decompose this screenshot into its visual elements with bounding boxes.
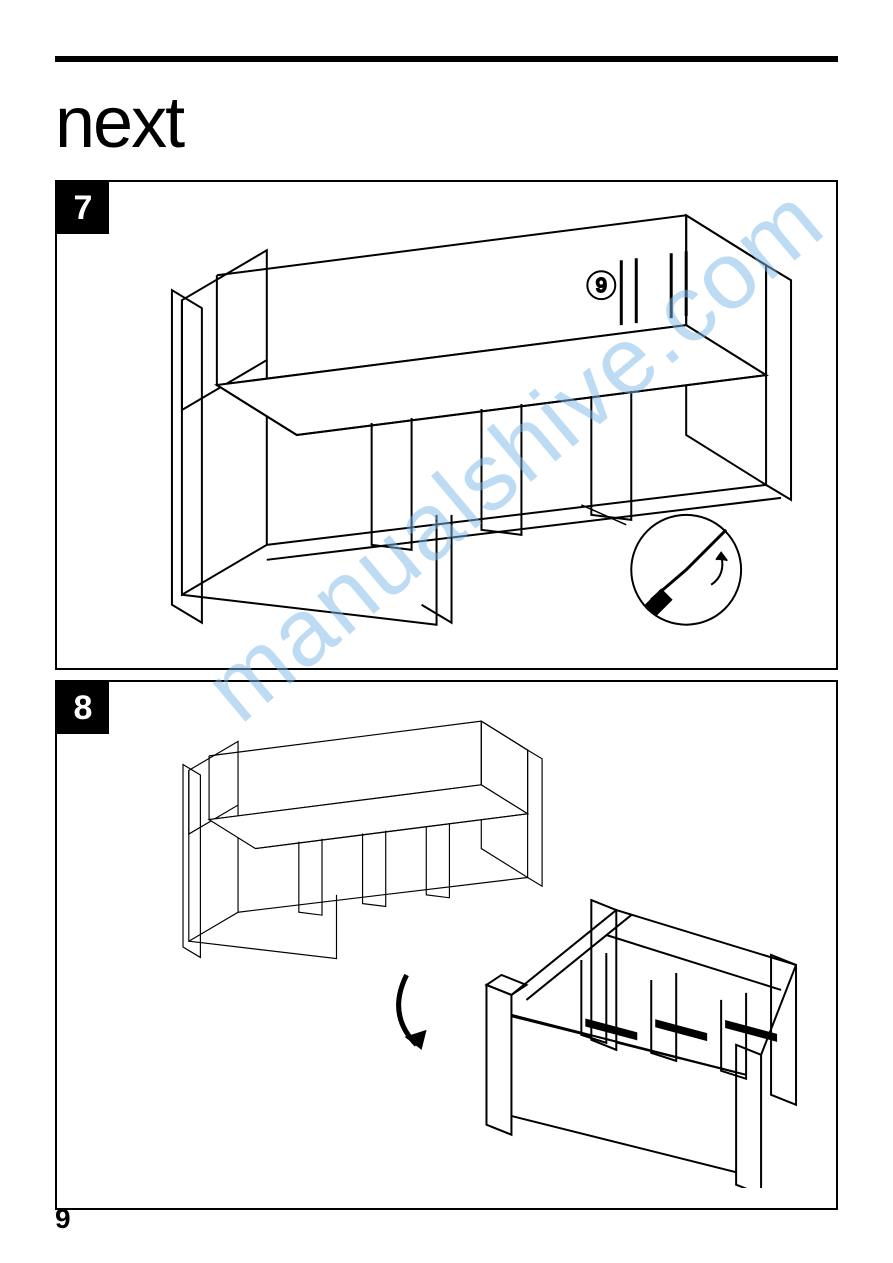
step-8-frame: 8: [55, 680, 838, 1210]
step-7-diagram: 9: [127, 202, 816, 648]
logo-text: next: [55, 82, 183, 164]
page-number: 9: [55, 1203, 71, 1235]
step-number-box: 7: [57, 182, 109, 234]
part-label: 9: [596, 275, 607, 297]
step-number: 8: [74, 689, 93, 728]
step-7-frame: 7: [55, 180, 838, 670]
step-8-diagram: [127, 702, 816, 1188]
step-number: 7: [74, 189, 93, 228]
step-number-box: 8: [57, 682, 109, 734]
furniture-rotation-svg: [127, 702, 816, 1188]
top-rule: [55, 56, 838, 62]
furniture-assembly-svg: 9: [127, 202, 816, 648]
